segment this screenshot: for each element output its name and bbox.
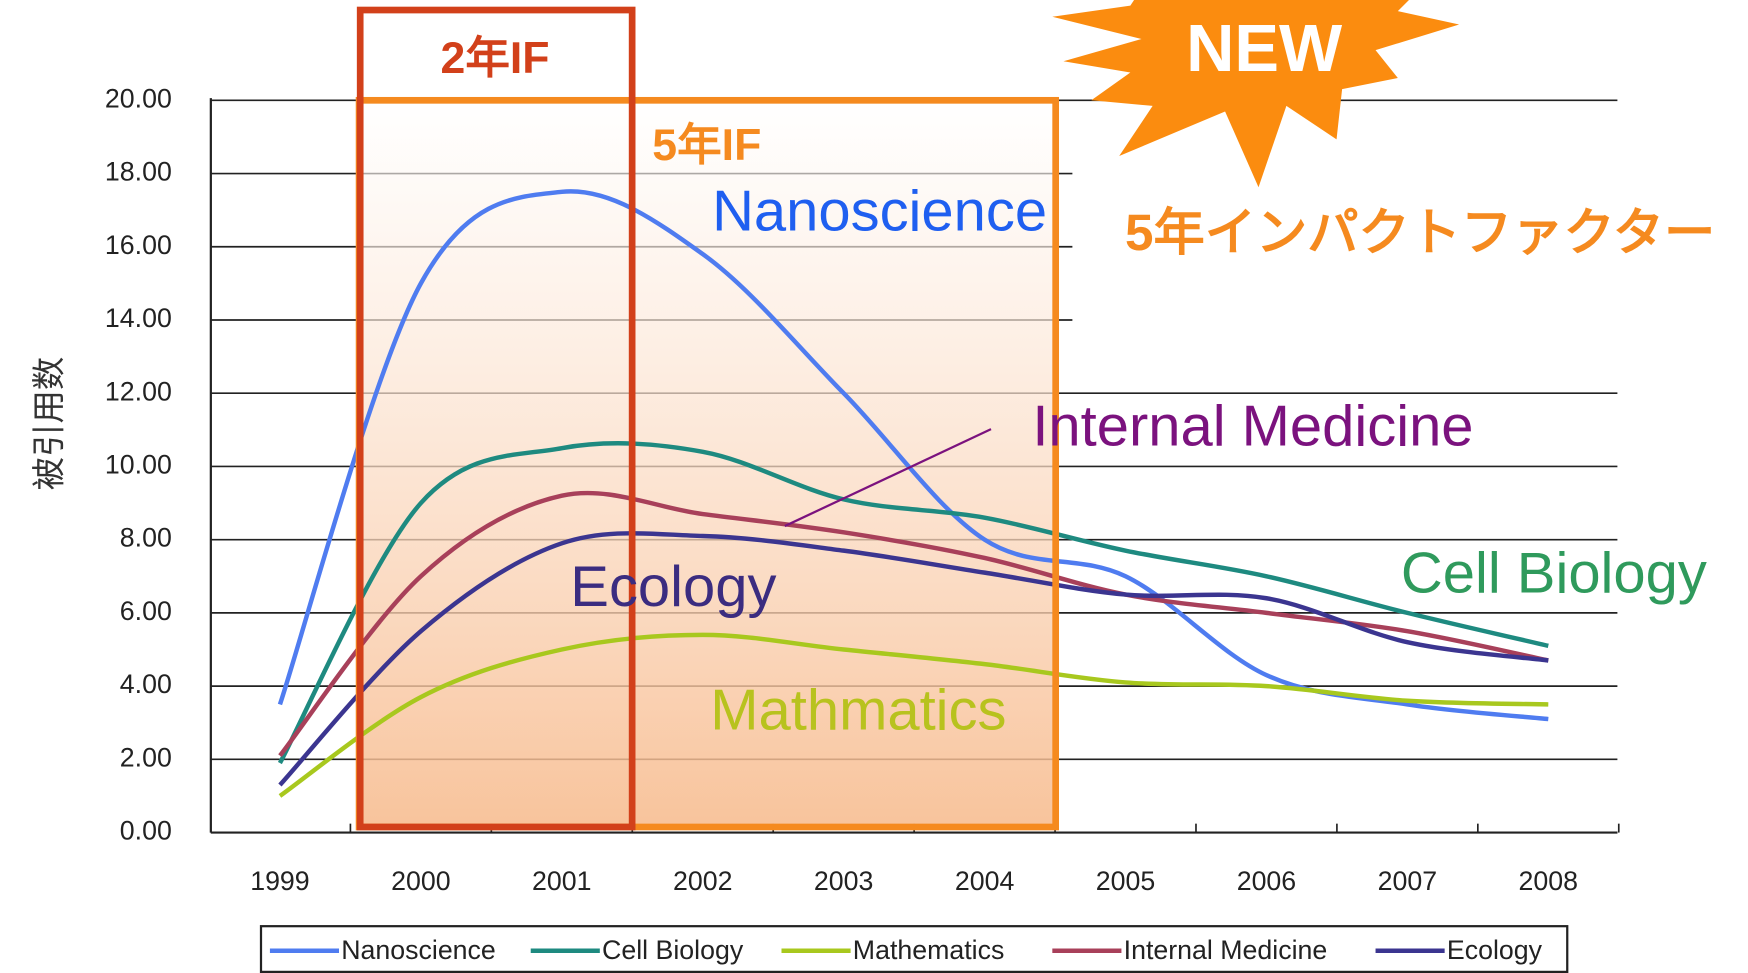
x-tick-label: 2008 <box>1519 866 1578 896</box>
label-backdrop <box>1072 156 1619 335</box>
x-tick-label: 2005 <box>1096 866 1155 896</box>
x-tick-label: 2007 <box>1378 866 1437 896</box>
y-tick-label: 8.00 <box>120 523 172 553</box>
annotation: 2年IF <box>441 34 550 83</box>
annotation: 5年IF <box>652 121 761 170</box>
x-tick-label: 1999 <box>250 866 309 896</box>
annotation: Mathmatics <box>710 679 1006 743</box>
callout-line <box>784 428 992 528</box>
y-tick-label: 16.00 <box>105 230 172 260</box>
y-tick-label: 20.00 <box>105 83 172 113</box>
y-tick-label: 4.00 <box>120 669 172 699</box>
y-axis-label: 被引用数 <box>31 357 68 491</box>
y-tick-label: 10.00 <box>105 450 172 480</box>
annotation: Ecology <box>570 555 776 619</box>
y-tick-label: 6.00 <box>120 596 172 626</box>
legend-label: Ecology <box>1447 935 1543 965</box>
annotation: NEW <box>1186 11 1343 86</box>
x-tick-label: 2006 <box>1237 866 1296 896</box>
annotation: Nanoscience <box>712 179 1047 243</box>
legend-box <box>259 925 1569 973</box>
x-tick-label: 2002 <box>673 866 732 896</box>
legend-label: Mathematics <box>853 935 1005 965</box>
x-tick-label: 2000 <box>391 866 450 896</box>
annotation: Internal Medicine <box>1032 395 1473 459</box>
annotation: 5年インパクトファクター <box>1125 204 1715 261</box>
legend-label: Internal Medicine <box>1124 935 1328 965</box>
two-year-box <box>356 6 636 831</box>
y-tick-label: 14.00 <box>105 303 172 333</box>
annotation: Cell Biology <box>1401 542 1707 606</box>
y-tick-label: 0.00 <box>120 816 172 846</box>
x-tick-label: 2004 <box>955 866 1015 896</box>
y-tick-label: 2.00 <box>120 742 172 772</box>
y-tick-label: 18.00 <box>105 157 172 187</box>
x-tick-label: 2001 <box>532 866 591 896</box>
new-starburst <box>1052 0 1460 188</box>
y-tick-label: 12.00 <box>105 376 172 406</box>
series-line <box>278 490 1549 758</box>
legend-label: Cell Biology <box>602 935 744 965</box>
series-line <box>278 632 1549 798</box>
x-tick-label: 2003 <box>814 866 873 896</box>
series-line <box>278 531 1549 787</box>
series-line <box>277 441 1549 765</box>
legend-label: Nanoscience <box>341 935 496 965</box>
